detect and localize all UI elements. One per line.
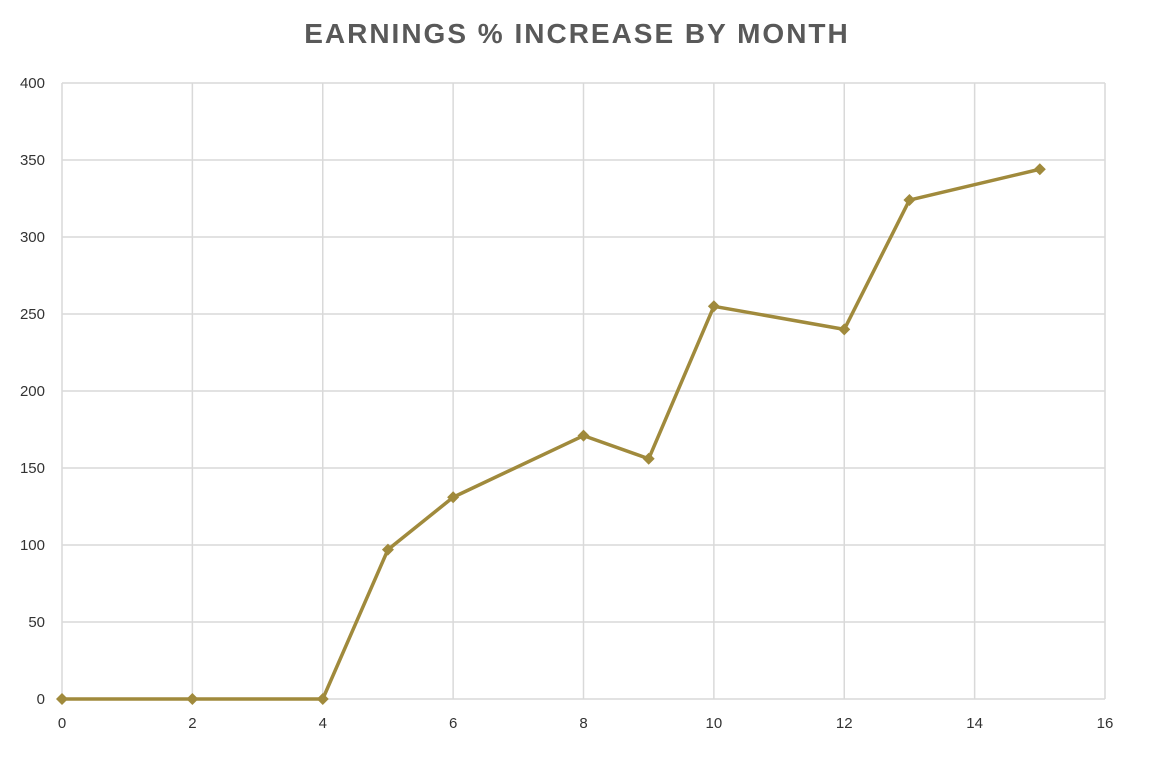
data-point: [1033, 163, 1046, 176]
y-tick-label: 100: [20, 537, 45, 554]
gridlines: [61, 82, 1106, 700]
chart-title: EARNINGS % INCREASE BY MONTH: [304, 18, 850, 49]
data-point: [642, 452, 655, 465]
x-tick-label: 4: [319, 715, 327, 732]
x-tick-label: 14: [966, 715, 983, 732]
data-point: [186, 693, 199, 705]
x-tick-label: 6: [449, 715, 457, 732]
y-tick-label: 250: [20, 306, 45, 323]
data-point: [381, 543, 394, 556]
x-tick-label: 0: [58, 715, 66, 732]
x-tick-label: 10: [706, 715, 723, 732]
data-point: [447, 491, 460, 504]
data-point: [838, 323, 851, 336]
y-tick-label: 400: [20, 75, 45, 92]
y-axis-ticks: 0 50 100 150 200 250 300 350 400: [20, 75, 45, 708]
y-tick-label: 350: [20, 152, 45, 169]
y-tick-label: 150: [20, 460, 45, 477]
x-tick-label: 12: [836, 715, 853, 732]
x-axis-ticks: 0 2 4 6 8 10 12 14 16: [58, 715, 1114, 732]
y-tick-label: 50: [28, 614, 45, 631]
y-tick-label: 300: [20, 229, 45, 246]
data-point: [56, 693, 68, 705]
data-point: [577, 429, 590, 442]
x-tick-label: 16: [1097, 715, 1114, 732]
series-line: [62, 167, 1041, 701]
x-tick-label: 8: [579, 715, 587, 732]
y-tick-label: 200: [20, 383, 45, 400]
x-tick-label: 2: [188, 715, 196, 732]
data-point: [316, 693, 329, 705]
data-point: [903, 194, 916, 207]
data-point: [707, 300, 720, 313]
y-tick-label: 0: [37, 691, 45, 708]
series-layer: [56, 163, 1046, 705]
